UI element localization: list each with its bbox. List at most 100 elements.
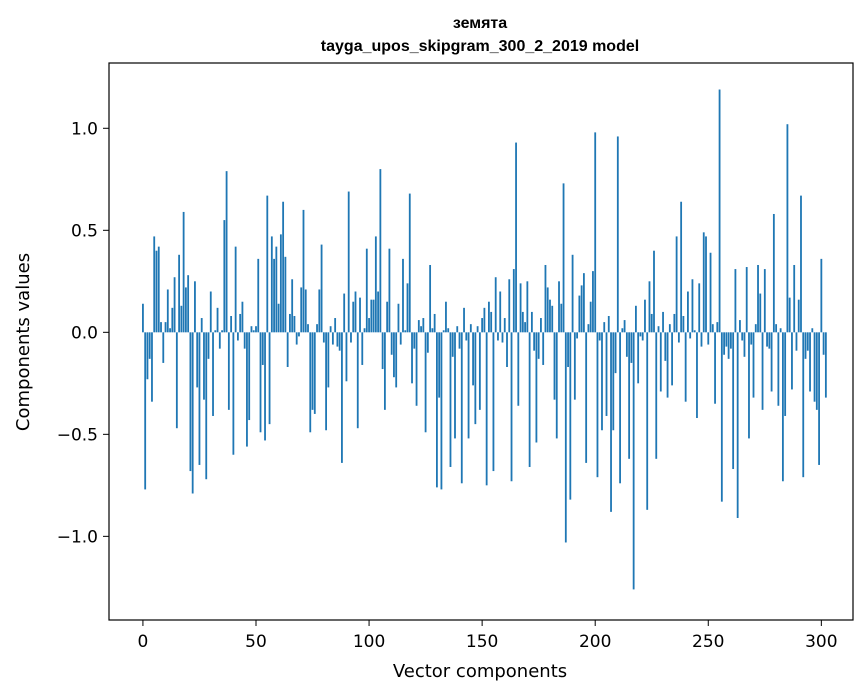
x-tick-label: 100 bbox=[353, 632, 385, 652]
bar-95 bbox=[356, 332, 359, 429]
bar-274 bbox=[761, 332, 764, 410]
bar-250 bbox=[707, 332, 710, 345]
bar-148 bbox=[476, 326, 479, 333]
bar-2 bbox=[146, 332, 149, 380]
bar-33 bbox=[216, 307, 219, 333]
bar-240 bbox=[684, 332, 687, 402]
bar-174 bbox=[535, 332, 538, 443]
bar-106 bbox=[381, 332, 384, 370]
bar-101 bbox=[370, 299, 373, 333]
bar-234 bbox=[671, 332, 673, 386]
bar-267 bbox=[745, 267, 748, 333]
bar-15 bbox=[175, 332, 178, 429]
bar-32 bbox=[214, 330, 217, 333]
bar-126 bbox=[426, 332, 429, 353]
bar-114 bbox=[399, 332, 402, 345]
bar-49 bbox=[252, 330, 255, 333]
plot-frame bbox=[108, 62, 854, 621]
bar-82 bbox=[327, 332, 330, 388]
bar-192 bbox=[576, 332, 579, 339]
bar-241 bbox=[687, 291, 689, 333]
bar-11 bbox=[166, 289, 169, 333]
bar-70 bbox=[300, 287, 303, 333]
bar-216 bbox=[630, 332, 633, 363]
bar-1 bbox=[144, 332, 147, 490]
bar-87 bbox=[338, 332, 341, 351]
bar-73 bbox=[307, 324, 309, 333]
bar-165 bbox=[515, 142, 517, 333]
x-axis-label: Vector components bbox=[393, 661, 567, 682]
bar-185 bbox=[560, 303, 563, 333]
bar-251 bbox=[709, 252, 712, 333]
bar-98 bbox=[363, 328, 366, 333]
bar-249 bbox=[705, 236, 707, 333]
bar-230 bbox=[662, 311, 664, 333]
bar-286 bbox=[788, 297, 791, 333]
bar-37 bbox=[225, 171, 228, 333]
bar-6 bbox=[155, 250, 158, 333]
bar-83 bbox=[329, 326, 332, 333]
bar-243 bbox=[691, 279, 694, 333]
bar-30 bbox=[209, 291, 212, 333]
bar-215 bbox=[628, 332, 631, 459]
bar-50 bbox=[255, 326, 257, 333]
y-tick-label: 0.5 bbox=[71, 221, 98, 241]
bar-255 bbox=[718, 89, 721, 333]
bar-171 bbox=[528, 332, 531, 467]
x-tick-label: 0 bbox=[138, 632, 149, 652]
bar-27 bbox=[203, 332, 205, 400]
bar-209 bbox=[614, 332, 617, 374]
bar-252 bbox=[711, 324, 714, 333]
bar-109 bbox=[388, 248, 391, 333]
bar-128 bbox=[431, 328, 434, 333]
bar-300 bbox=[820, 258, 823, 333]
bar-158 bbox=[499, 291, 502, 333]
bar-187 bbox=[564, 332, 567, 543]
bar-152 bbox=[485, 332, 488, 486]
bar-263 bbox=[736, 332, 739, 518]
bar-9 bbox=[162, 332, 165, 363]
bar-150 bbox=[481, 318, 484, 333]
bar-31 bbox=[212, 332, 214, 416]
bar-108 bbox=[386, 301, 389, 333]
bar-76 bbox=[313, 332, 316, 414]
bar-194 bbox=[580, 285, 583, 333]
bar-136 bbox=[449, 332, 452, 467]
bar-20 bbox=[187, 275, 190, 333]
bar-74 bbox=[309, 332, 312, 433]
bar-186 bbox=[562, 183, 565, 333]
bar-34 bbox=[218, 332, 221, 349]
bar-260 bbox=[729, 332, 732, 349]
bar-184 bbox=[558, 281, 560, 333]
bar-175 bbox=[537, 332, 540, 359]
bar-177 bbox=[542, 332, 545, 365]
bar-161 bbox=[506, 332, 508, 367]
bar-154 bbox=[490, 311, 493, 333]
bar-283 bbox=[781, 332, 784, 482]
bar-133 bbox=[442, 330, 445, 333]
bar-132 bbox=[440, 332, 443, 490]
bar-237 bbox=[677, 332, 680, 343]
bar-145 bbox=[469, 324, 472, 333]
bar-57 bbox=[270, 236, 273, 333]
bar-91 bbox=[347, 191, 350, 333]
bar-178 bbox=[544, 264, 547, 333]
bar-93 bbox=[352, 301, 355, 333]
bar-238 bbox=[680, 201, 683, 333]
bar-94 bbox=[354, 291, 357, 333]
bar-44 bbox=[241, 301, 244, 333]
bar-212 bbox=[621, 328, 624, 333]
bar-277 bbox=[768, 332, 771, 349]
bar-271 bbox=[754, 324, 757, 333]
bar-298 bbox=[815, 332, 818, 410]
chart-subtitle: tayga_upos_skipgram_300_2_2019 model bbox=[321, 38, 639, 55]
bar-13 bbox=[171, 307, 174, 333]
bar-75 bbox=[311, 332, 314, 410]
bar-195 bbox=[582, 273, 585, 333]
bar-120 bbox=[413, 332, 416, 349]
bar-137 bbox=[451, 332, 454, 357]
bar-200 bbox=[594, 132, 597, 333]
bar-245 bbox=[696, 332, 698, 419]
bar-90 bbox=[345, 332, 348, 382]
bar-102 bbox=[372, 299, 375, 333]
